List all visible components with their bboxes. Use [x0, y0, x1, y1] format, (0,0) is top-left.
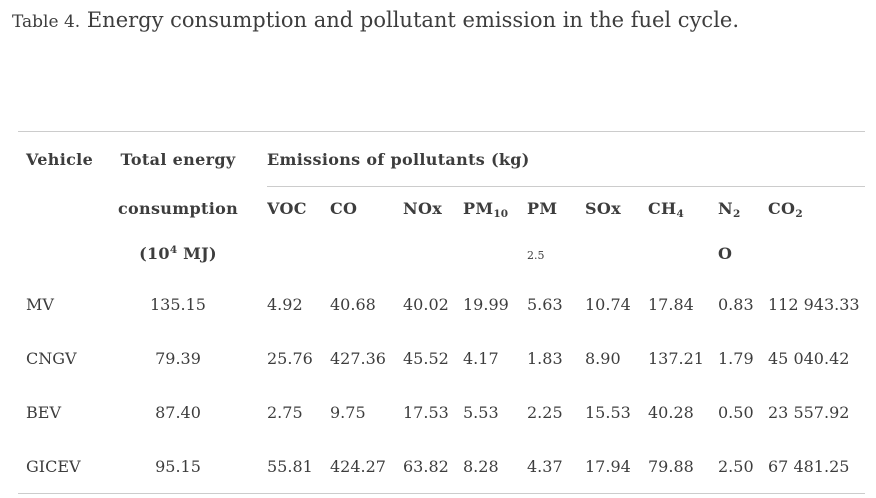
col-header-sox-label: SOx	[585, 199, 621, 218]
col-header-n2o-label: N	[718, 199, 733, 218]
table-row-gicev: GICEV 95.15 55.81 424.27 63.82 8.28 4.37…	[18, 439, 865, 494]
header-row-2: consumption VOC CO NOx PM10 PM SOx CH4 N…	[18, 187, 865, 231]
col-header-vehicle: Vehicle	[26, 149, 94, 169]
cell-ch4: 40.28	[648, 402, 694, 422]
cell-ch4: 137.21	[648, 348, 704, 368]
col-header-energy-line1: Total energy	[120, 149, 236, 169]
col-header-nox: NOx	[403, 187, 463, 231]
cell-vehicle: BEV	[26, 402, 61, 422]
cell-voc: 4.92	[267, 294, 303, 314]
col-header-nox-label: NOx	[403, 199, 443, 218]
cell-vehicle: GICEV	[26, 456, 81, 476]
cell-pm25: 5.63	[527, 294, 563, 314]
cell-pm10: 4.17	[463, 348, 499, 368]
n2o-wrapped-letter: O	[718, 244, 733, 263]
cell-pm10: 19.99	[463, 294, 509, 314]
cell-ch4: 17.84	[648, 294, 694, 314]
spacer-cell	[18, 230, 112, 277]
cell-vehicle: CNGV	[26, 348, 77, 368]
spacer-cell	[768, 230, 865, 277]
cell-n2o: 1.79	[718, 348, 754, 368]
col-header-pm10: PM10	[463, 187, 527, 231]
spacer-cell	[585, 230, 648, 277]
subscript: 10	[493, 208, 509, 220]
cell-sox: 15.53	[585, 402, 631, 422]
table-caption: Table 4. Energy consumption and pollutan…	[12, 8, 739, 32]
spacer-cell	[18, 187, 112, 231]
cell-pm25: 1.83	[527, 348, 563, 368]
cell-sox: 10.74	[585, 294, 631, 314]
col-header-pm25-wrap: 2.5	[527, 230, 585, 277]
cell-co2: 45 040.42	[768, 348, 850, 368]
spacer-cell	[648, 230, 718, 277]
cell-energy: 135.15	[150, 294, 206, 314]
col-header-co2-label: CO	[768, 199, 796, 218]
col-header-co: CO	[330, 187, 403, 231]
cell-voc: 25.76	[267, 348, 313, 368]
spacer-cell	[267, 230, 330, 277]
cell-voc: 2.75	[267, 402, 303, 422]
pm25-wrapped-subscript: 2.5	[527, 249, 545, 262]
col-header-co2: CO2	[768, 187, 865, 231]
cell-vehicle: MV	[26, 294, 54, 314]
cell-ch4: 79.88	[648, 456, 694, 476]
cell-co2: 67 481.25	[768, 456, 850, 476]
cell-n2o: 0.50	[718, 402, 754, 422]
cell-pm10: 8.28	[463, 456, 499, 476]
col-header-n2o-wrap: O	[718, 230, 768, 277]
cell-nox: 63.82	[403, 456, 449, 476]
spacer-cell	[403, 230, 463, 277]
energy-unit-pre: (10	[139, 244, 170, 263]
cell-nox: 45.52	[403, 348, 449, 368]
cell-co: 9.75	[330, 402, 366, 422]
col-header-ch4: CH4	[648, 187, 718, 231]
cell-nox: 17.53	[403, 402, 449, 422]
spacer-cell	[463, 230, 527, 277]
table-row-cngv: CNGV 79.39 25.76 427.36 45.52 4.17 1.83 …	[18, 331, 865, 385]
col-header-sox: SOx	[585, 187, 648, 231]
subscript: 2	[795, 208, 803, 220]
cell-sox: 17.94	[585, 456, 631, 476]
col-header-ch4-label: CH	[648, 199, 677, 218]
cell-pm25: 2.25	[527, 402, 563, 422]
cell-co: 424.27	[330, 456, 386, 476]
cell-energy: 79.39	[155, 348, 201, 368]
cell-nox: 40.02	[403, 294, 449, 314]
cell-voc: 55.81	[267, 456, 313, 476]
cell-co2: 112 943.33	[768, 294, 860, 314]
col-group-emissions: Emissions of pollutants (kg)	[267, 131, 865, 187]
cell-co: 40.68	[330, 294, 376, 314]
cell-co: 427.36	[330, 348, 386, 368]
table-caption-text: Energy consumption and pollutant emissio…	[80, 8, 740, 32]
energy-unit-post: MJ)	[177, 244, 217, 263]
subscript: 2	[732, 208, 741, 220]
col-header-pm25-label: PM	[527, 199, 558, 218]
col-header-voc-label: VOC	[267, 199, 307, 218]
cell-pm10: 5.53	[463, 402, 499, 422]
fuel-cycle-table: Vehicle Total energy Emissions of pollut…	[18, 131, 865, 494]
cell-energy: 95.15	[155, 456, 201, 476]
cell-sox: 8.90	[585, 348, 621, 368]
superscript: 4	[169, 244, 178, 256]
header-row-3: (104 MJ) 2.5 O	[18, 230, 865, 277]
table-caption-label: Table 4.	[12, 12, 81, 32]
table-row-mv: MV 135.15 4.92 40.68 40.02 19.99 5.63 10…	[18, 277, 865, 331]
cell-energy: 87.40	[155, 402, 201, 422]
col-header-pm25: PM	[527, 187, 585, 231]
col-header-pm10-label: PM	[463, 199, 494, 218]
cell-n2o: 0.83	[718, 294, 754, 314]
header-row-1: Vehicle Total energy Emissions of pollut…	[18, 131, 865, 187]
table-row-bev: BEV 87.40 2.75 9.75 17.53 5.53 2.25 15.5…	[18, 385, 865, 439]
cell-pm25: 4.37	[527, 456, 563, 476]
col-header-energy-line3: (104 MJ)	[112, 230, 267, 277]
col-header-co-label: CO	[330, 199, 358, 218]
spacer-cell	[330, 230, 403, 277]
cell-co2: 23 557.92	[768, 402, 850, 422]
col-header-n2o: N2	[718, 187, 768, 231]
cell-n2o: 2.50	[718, 456, 754, 476]
col-header-voc: VOC	[267, 187, 330, 231]
subscript: 4	[676, 208, 684, 220]
col-header-energy-line2: consumption	[117, 198, 239, 218]
